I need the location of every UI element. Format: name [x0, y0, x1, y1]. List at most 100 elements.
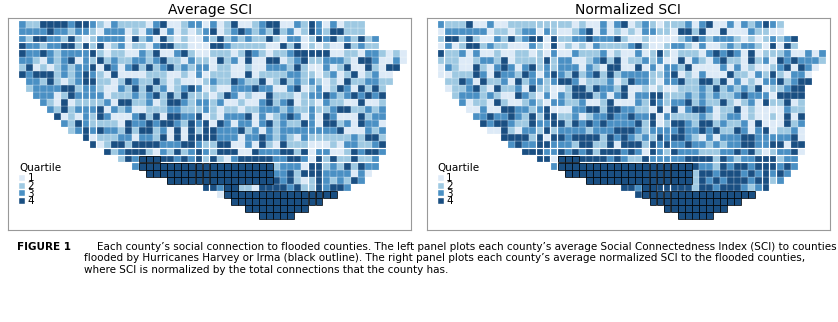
Bar — [358, 113, 365, 120]
Bar — [572, 106, 579, 113]
Bar — [452, 57, 458, 63]
Bar — [401, 57, 407, 63]
Bar — [649, 191, 656, 198]
Bar — [614, 170, 621, 176]
Bar — [111, 113, 117, 120]
Bar — [273, 184, 280, 191]
Bar — [54, 99, 61, 106]
Bar — [280, 78, 287, 85]
Bar — [238, 71, 245, 78]
Bar — [287, 170, 294, 176]
Bar — [742, 43, 748, 50]
Bar — [323, 120, 329, 127]
Bar — [657, 120, 664, 127]
Bar — [572, 99, 579, 106]
Bar — [692, 191, 699, 198]
Bar — [329, 22, 337, 28]
Bar — [501, 99, 508, 106]
Bar — [657, 64, 664, 71]
Bar — [628, 184, 635, 191]
Bar — [132, 106, 139, 113]
Bar — [245, 170, 252, 176]
Bar — [210, 113, 216, 120]
Bar — [678, 141, 685, 148]
Bar — [365, 64, 372, 71]
Bar — [294, 22, 302, 28]
Bar — [302, 50, 308, 57]
Bar — [379, 57, 386, 63]
Bar — [259, 177, 266, 184]
Bar — [509, 134, 515, 141]
Bar — [706, 120, 713, 127]
Bar — [90, 43, 96, 50]
Bar — [769, 43, 777, 50]
Bar — [217, 92, 224, 99]
Bar — [692, 85, 699, 92]
Bar — [685, 78, 691, 85]
Bar — [230, 191, 238, 198]
Bar — [69, 78, 75, 85]
Bar — [706, 148, 713, 156]
Bar — [437, 183, 443, 189]
Bar — [245, 205, 252, 212]
Bar — [26, 35, 33, 43]
Bar — [614, 128, 621, 134]
Bar — [466, 71, 473, 78]
Bar — [195, 78, 203, 85]
Bar — [748, 163, 755, 169]
Bar — [82, 64, 90, 71]
Bar — [487, 128, 494, 134]
Bar — [224, 28, 230, 35]
Bar — [565, 28, 572, 35]
Bar — [742, 57, 748, 63]
Bar — [586, 78, 592, 85]
Bar — [452, 22, 458, 28]
Bar — [146, 113, 153, 120]
Bar — [692, 35, 699, 43]
Bar — [365, 43, 372, 50]
Bar — [238, 141, 245, 148]
Bar — [572, 141, 579, 148]
Bar — [614, 50, 621, 57]
Bar — [19, 43, 26, 50]
Bar — [670, 177, 678, 184]
Bar — [501, 35, 508, 43]
Bar — [769, 85, 777, 92]
Bar — [210, 64, 216, 71]
Bar — [515, 120, 522, 127]
Bar — [608, 148, 614, 156]
Bar — [608, 28, 614, 35]
Bar — [777, 177, 784, 184]
Bar — [266, 198, 273, 205]
Bar — [536, 141, 543, 148]
Bar — [565, 35, 572, 43]
Bar — [706, 141, 713, 148]
Bar — [153, 156, 160, 163]
Bar — [608, 71, 614, 78]
Bar — [720, 191, 727, 198]
Bar — [273, 50, 280, 57]
Bar — [509, 106, 515, 113]
Bar — [294, 35, 302, 43]
Bar — [372, 141, 379, 148]
Bar — [266, 71, 273, 78]
Bar — [480, 92, 487, 99]
Bar — [230, 141, 238, 148]
Bar — [791, 106, 798, 113]
Bar — [294, 71, 302, 78]
Bar — [230, 170, 238, 176]
Bar — [337, 163, 344, 169]
Bar — [210, 78, 216, 85]
Bar — [459, 64, 466, 71]
Bar — [217, 170, 224, 176]
Bar — [593, 92, 600, 99]
Bar — [259, 113, 266, 120]
Bar — [593, 156, 600, 163]
Bar — [734, 57, 741, 63]
Bar — [600, 170, 607, 176]
Bar — [742, 170, 748, 176]
Bar — [273, 156, 280, 163]
Bar — [69, 22, 75, 28]
Bar — [727, 57, 734, 63]
Bar — [509, 85, 515, 92]
